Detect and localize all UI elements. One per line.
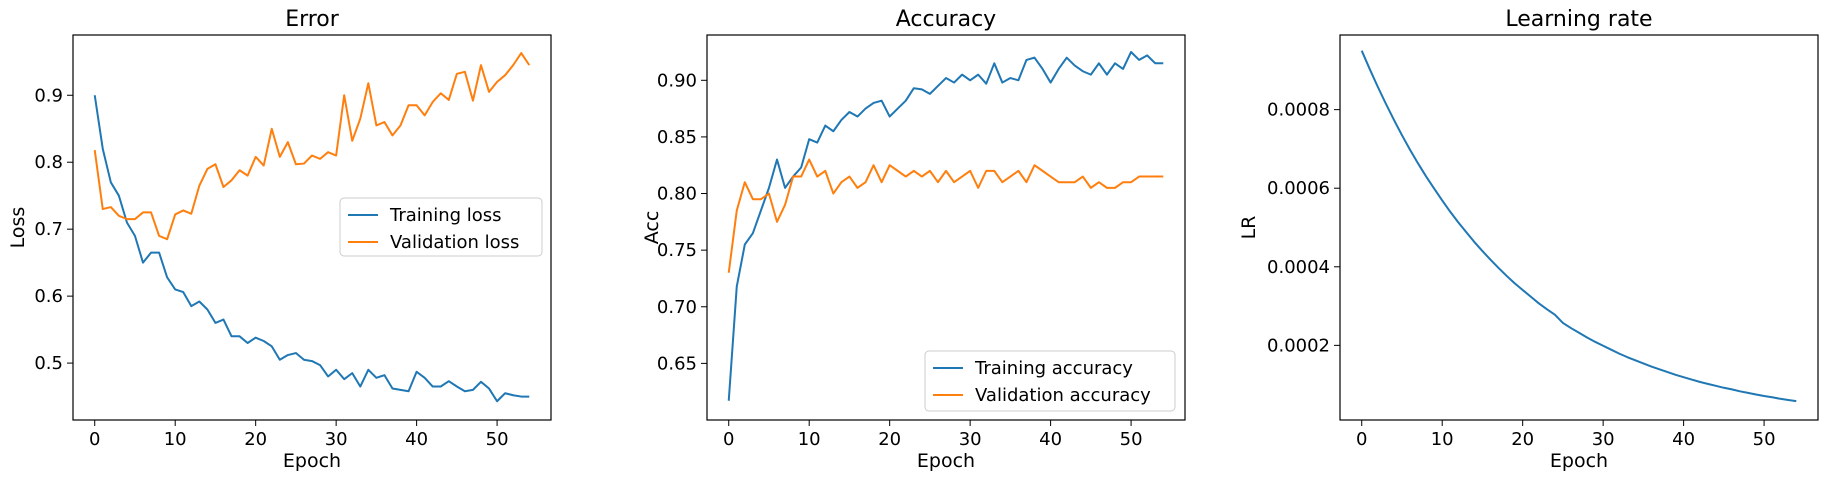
x-tick-label: 30	[325, 429, 348, 450]
series-line-1	[93, 95, 530, 403]
y-tick-label: 0.7	[34, 219, 63, 240]
x-tick-label: 20	[1511, 429, 1534, 450]
x-axis-label: Epoch	[283, 450, 341, 472]
x-tick-label: 0	[723, 429, 734, 450]
x-tick-label: 10	[1431, 429, 1454, 450]
x-tick-label: 50	[486, 429, 509, 450]
y-tick-label: 0.0002	[1267, 335, 1330, 356]
y-tick-label: 0.90	[657, 70, 697, 91]
x-tick-label: 20	[878, 429, 901, 450]
y-tick-label: 0.9	[34, 85, 63, 106]
x-tick-label: 30	[1592, 429, 1615, 450]
legend-label: Training loss	[389, 205, 502, 226]
legend-box	[339, 197, 543, 257]
y-axis-label: Loss	[7, 207, 29, 249]
x-axis-label: Epoch	[917, 450, 975, 472]
y-axis-label: LR	[1238, 216, 1260, 240]
chart-title: Accuracy	[896, 7, 996, 32]
y-tick-label: 0.70	[657, 297, 697, 318]
x-tick-label: 20	[244, 429, 267, 450]
series-line-2	[727, 158, 1164, 273]
y-tick-label: 0.85	[657, 127, 697, 148]
chart-title: Error	[285, 7, 340, 32]
y-tick-label: 0.0008	[1267, 100, 1330, 121]
x-tick-label: 50	[1753, 429, 1776, 450]
x-tick-label: 0	[1356, 429, 1367, 450]
series-line-1	[727, 50, 1164, 401]
chart-panel-2: 0 10 20 30 40 50 0.65 0.70 0.75 0.80 0.85 0.90 Accur…	[641, 7, 1186, 472]
x-tick-label: 40	[1672, 429, 1695, 450]
plot-area	[1339, 34, 1819, 421]
y-tick-label: 0.0004	[1267, 257, 1330, 278]
y-tick-label: 0.75	[657, 240, 697, 261]
x-tick-label: 0	[89, 429, 100, 450]
x-tick-label: 50	[1120, 429, 1143, 450]
chart-title: Learning rate	[1505, 7, 1652, 32]
y-tick-label: 0.80	[657, 184, 697, 205]
series-line-2	[93, 52, 531, 241]
legend-label: Validation loss	[390, 232, 519, 253]
y-tick-label: 0.8	[34, 152, 63, 173]
x-tick-label: 10	[798, 429, 821, 450]
x-tick-label: 40	[405, 429, 428, 450]
series-line-1	[1360, 50, 1797, 403]
legend: Training loss Validation loss	[339, 197, 543, 257]
chart-panel-3: 0 10 20 30 40 50 0.0002 0.0004 0.0006 0.0008 Learn…	[1238, 7, 1819, 472]
y-tick-label: 0.0006	[1267, 178, 1330, 199]
legend-label: Validation accuracy	[975, 385, 1151, 406]
y-tick-label: 0.65	[657, 353, 697, 374]
x-tick-label: 10	[164, 429, 187, 450]
legend-label: Training accuracy	[974, 358, 1133, 379]
chart-panel-1: 0 10 20 30 40 50 0.5 0.6 0.7 0.8 0.9 Error Epoch Loss…	[7, 7, 552, 472]
x-tick-label: 30	[959, 429, 982, 450]
legend: Training accuracy Validation accuracy	[924, 350, 1176, 412]
legend-box	[924, 350, 1176, 412]
y-tick-label: 0.5	[34, 353, 63, 374]
x-tick-label: 40	[1039, 429, 1062, 450]
x-axis-label: Epoch	[1550, 450, 1608, 472]
y-tick-label: 0.6	[34, 286, 63, 307]
y-axis-label: Acc	[641, 211, 663, 245]
